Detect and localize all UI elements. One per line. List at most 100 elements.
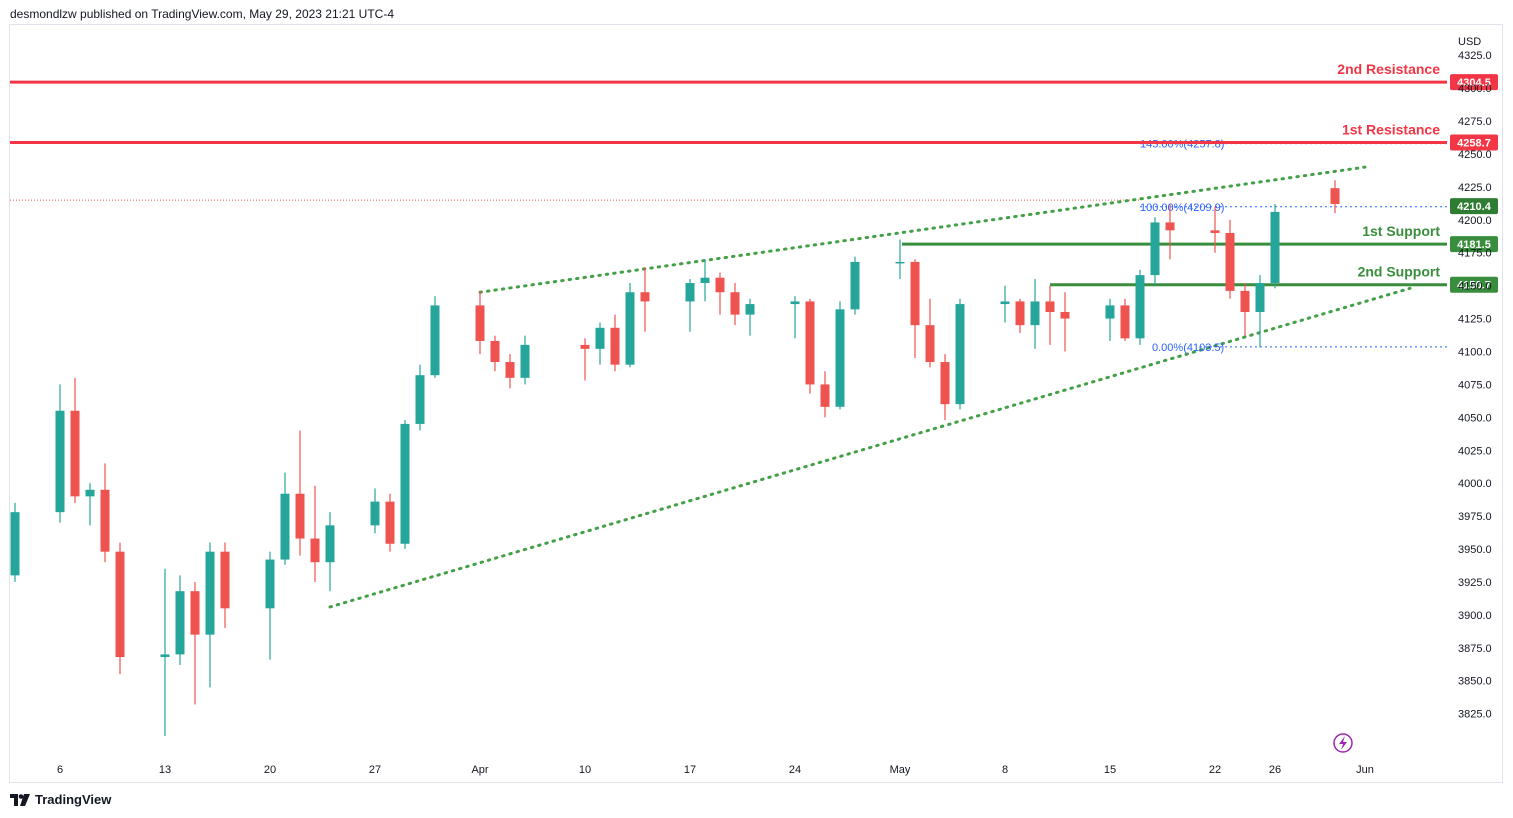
y-tick-label: 4000.0 [1458, 478, 1492, 490]
candle [160, 568, 170, 737]
candle [1165, 203, 1175, 260]
candle [1015, 298, 1025, 334]
candle-body [1165, 222, 1175, 231]
candle [610, 314, 620, 372]
candle-body [1045, 301, 1055, 312]
candle [205, 542, 215, 688]
x-tick-label: 24 [789, 764, 801, 776]
candle [790, 296, 800, 339]
x-tick-label: May [890, 764, 911, 776]
candle-body [805, 301, 815, 385]
candle [745, 298, 755, 336]
time-axis[interactable]: 6 13 20 27 Apr 10 17 24 May 8 15 22 26 Jun [57, 764, 1374, 776]
candle-body [430, 305, 440, 376]
candle [280, 472, 290, 565]
y-tick-label: 4175.0 [1458, 248, 1492, 260]
candle-body [70, 410, 80, 497]
candle-body [955, 304, 965, 405]
price-tag-label: 4304.5 [1457, 77, 1491, 89]
candle [265, 551, 275, 660]
footer-brand[interactable]: TradingView [10, 792, 111, 807]
candle [10, 502, 20, 582]
candle-body [925, 325, 935, 363]
channel-lower-line [328, 286, 1412, 609]
lightning-icon[interactable] [1333, 733, 1353, 753]
y-tick-label: 3975.0 [1458, 511, 1492, 523]
candle [1225, 219, 1235, 299]
candle [310, 485, 320, 582]
candle-body [1105, 305, 1115, 319]
level-labels: 2nd Resistance 4304.5 1st Resistance 4258.7… [1337, 61, 1498, 293]
candle-body [820, 384, 830, 407]
candle [100, 463, 110, 563]
chart-frame[interactable] [9, 24, 1503, 783]
candle-body [505, 362, 515, 378]
candle-body [895, 261, 905, 264]
y-tick-label: 4200.0 [1458, 215, 1492, 227]
drawings: 145.00%(4257.8) 100.00%(4209.9) 0.00%(4103… [10, 80, 1447, 609]
candle [895, 239, 905, 280]
x-tick-label: 17 [684, 764, 696, 776]
x-tick-label: 27 [369, 764, 381, 776]
x-tick-label: 6 [57, 764, 63, 776]
candle [490, 335, 500, 372]
candle-body [175, 591, 185, 655]
candle-body [190, 591, 200, 635]
candle [220, 542, 230, 629]
candle-body [160, 654, 170, 658]
resistance-name-label: 2nd Resistance [1337, 61, 1440, 77]
candle-body [265, 559, 275, 609]
candle-body [385, 501, 395, 544]
y-tick-label: 4075.0 [1458, 379, 1492, 391]
support-name-label: 2nd Support [1358, 264, 1441, 280]
candle-body [700, 277, 710, 284]
candle [115, 542, 125, 675]
candle [190, 581, 200, 705]
x-tick-label: Jun [1356, 764, 1374, 776]
y-tick-label: 4275.0 [1458, 116, 1492, 128]
candle-body [1135, 275, 1145, 339]
x-tick-label: 26 [1269, 764, 1281, 776]
x-tick-label: 13 [159, 764, 171, 776]
y-tick-label: 3900.0 [1458, 610, 1492, 622]
candle-body [745, 304, 755, 315]
candle-body [370, 501, 380, 526]
y-tick-label: 4325.0 [1458, 50, 1492, 62]
y-tick-label: 4225.0 [1458, 182, 1492, 194]
candle-body [685, 283, 695, 302]
x-tick-label: 20 [264, 764, 276, 776]
candle-body [1270, 211, 1280, 284]
x-tick-label: 22 [1209, 764, 1221, 776]
candle [505, 354, 515, 389]
candle [415, 364, 425, 431]
price-tag-label: 4150.7 [1457, 280, 1491, 292]
candle-body [910, 261, 920, 326]
support-name-label: 1st Support [1362, 223, 1440, 239]
channel-upper-line [478, 165, 1367, 294]
candle-body [610, 327, 620, 365]
candle-body [1150, 222, 1160, 276]
candle [805, 298, 815, 394]
candles [10, 180, 1340, 737]
candle-body [325, 525, 335, 563]
price-tag [1450, 74, 1498, 91]
price-tag [1450, 236, 1498, 253]
y-tick-label: 3875.0 [1458, 643, 1492, 655]
candle-body [790, 301, 800, 305]
y-tick-label: 4100.0 [1458, 346, 1492, 358]
candle-body [475, 305, 485, 341]
candle-body [1225, 232, 1235, 291]
candle [430, 296, 440, 378]
candle-body [205, 551, 215, 635]
candle [640, 267, 650, 332]
candle-body [715, 277, 725, 293]
candle [940, 354, 950, 420]
candle-body [1210, 230, 1220, 233]
candle [955, 298, 965, 410]
candle [520, 335, 530, 385]
candle [85, 483, 95, 526]
current-price-label: 4210.4 [1457, 201, 1492, 213]
x-tick-label: 8 [1002, 764, 1008, 776]
price-axis[interactable]: 3825.0 3850.0 3875.0 3900.0 3925.0 3950.0 3975… [1458, 36, 1492, 721]
